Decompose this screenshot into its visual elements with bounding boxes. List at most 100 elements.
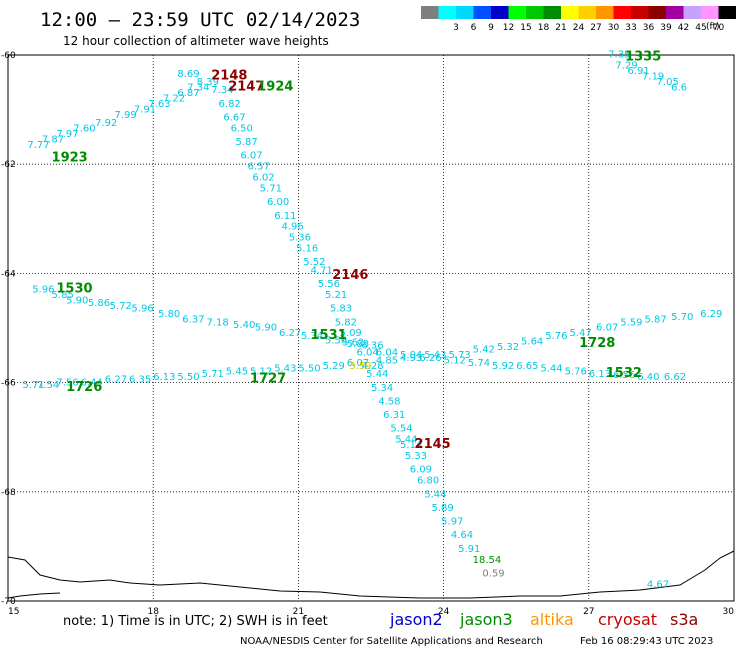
legend-label: 6 [471,23,477,33]
wave-height-label: 5.50 [298,364,320,375]
legend-label: 30 [608,23,620,33]
wave-height-label: 6.50 [231,123,253,134]
wave-height-label: 5.87 [644,315,666,326]
lon-tick-label: 24 [438,607,450,617]
wave-height-label: 5.62 [342,337,364,348]
footer-credit: NOAA/NESDIS Center for Satellite Applica… [240,636,543,647]
wave-height-label: 5.72 [110,301,132,312]
wave-height-label: 5.87 [235,137,257,148]
lon-tick-label: 21 [293,607,304,617]
track-f: 4.67 [647,579,669,590]
wave-height-label: 5.43 [274,364,296,375]
track-d: 6.04 5.04 5.43 5.73 5.42 5.32 5.64 5.76 5.47 6.07… [376,309,723,361]
wave-height-label: 5.71 [202,369,224,380]
wave-height-label: 6.11 [274,211,296,222]
legend-label: 24 [573,23,585,33]
wave-height-label: 4.85 [376,355,398,366]
wave-height-label: 5.56 [325,335,347,346]
satellite-jason2: jason2 [389,610,443,629]
wave-height-label: 4.93 [400,353,422,364]
lat-tick-label: -70 [1,597,16,607]
wave-height-label: 6.82 [219,99,241,110]
wave-height-label: 5.40 [233,320,255,331]
wave-height-label: 7.60 [73,123,95,134]
legend-label: 15 [520,23,531,33]
wave-height-label: 5.73 [448,350,470,361]
legend-label: 36 [643,23,655,33]
wave-height-label: 5.86 [88,298,110,309]
wave-height-label: 5.54 [390,424,412,435]
wave-height-label: 5.76 [565,366,587,377]
pass-time-label: 1923 [52,150,88,165]
lon-tick-label: 30 [723,607,735,617]
wave-height-label: 7.54 [37,380,59,391]
wave-height-label: 6.09 [410,465,432,476]
satellite-altika: altika [530,610,574,629]
wave-height-label: 5.12 [444,355,466,366]
legend-label: 3 [453,23,459,33]
wave-height-label: 6.26 [419,353,441,364]
extra-values: 3.59 0.59 18.54 [349,361,504,579]
wave-height-label: 7.99 [114,110,136,121]
legend-swatch [508,6,526,19]
wave-height-label: 6.04 [356,347,378,358]
legend-swatch [596,6,614,19]
legend-swatch [543,6,561,19]
wave-height-label: 6.29 [700,309,722,320]
legend-swatch [578,6,596,19]
pass-time-label: 1924 [257,79,293,94]
wave-height-label: 6.31 [383,410,405,421]
wave-height-label: 4.67 [647,579,669,590]
page-subtitle: 12 hour collection of altimeter wave hei… [63,34,329,48]
wave-height-label: 6.07 [240,151,262,162]
satellite-jason3: jason3 [459,610,513,629]
wave-height-label: 5.89 [432,503,454,514]
wave-height-label: 5.14 [400,440,422,451]
wave-height-label: 5.90 [255,323,277,334]
wave-height-label: 5.82 [335,317,357,328]
wave-height-label: 6.02 [252,173,274,184]
wave-height-label: 5.04 [400,350,422,361]
wave-height-label: 5.47 [569,328,591,339]
wave-height-label: 5.32 [497,342,519,353]
wave-height-label: 7.77 [27,140,49,151]
wave-height-label: 5.70 [671,312,693,323]
wave-height-label: 6.44 [81,377,103,388]
lat-tick-label: -62 [1,160,16,170]
wave-height-label: 6.56 [613,370,635,381]
satellite-s3a: s3a [670,610,698,629]
pass-time-label: 1728 [579,336,615,351]
wave-height-label: 5.97 [441,517,463,528]
wave-height-label: 7.18 [206,317,228,328]
wave-height-label: 6.27 [279,328,301,339]
wave-height-label: 5.44 [540,364,562,375]
legend-swatch [438,6,456,19]
wave-height-label: 6.67 [223,113,245,124]
legend-label: 12 [503,23,514,33]
wave-height-label: 7.35 [608,50,630,61]
wave-height-label: 5.91 [458,544,480,555]
lat-tick-label: -66 [1,379,16,389]
wave-height-label: 5.83 [330,304,352,315]
axis-ticks: 15 18 21 24 27 30 -60 -62 -64 -66 -68 -70 [1,51,734,617]
satellite-legend: jason2 jason3 altika cryosat s3a [389,610,698,629]
wave-height-label: 5.44 [424,489,446,500]
wave-height-label: 8.39 [197,77,219,88]
wave-height-label: 6.6 [671,82,687,93]
wave-height-label: 5.92 [492,361,514,372]
legend-swatch [491,6,509,19]
wave-height-label: 7.05 [657,77,679,88]
legend-swatch [683,6,701,19]
wave-height-label: 5.45 [226,366,248,377]
legend-label: 18 [538,23,550,33]
legend-unit: (ft) [706,22,720,32]
wave-height-label: 5.44 [395,435,417,446]
wave-height-label: 5.29 [323,361,345,372]
coastline [7,550,735,599]
satellite-cryosat: cryosat [598,610,657,629]
legend-swatch [631,6,649,19]
wave-height-label: 7.19 [642,72,664,83]
legend-label: 42 [678,23,689,33]
